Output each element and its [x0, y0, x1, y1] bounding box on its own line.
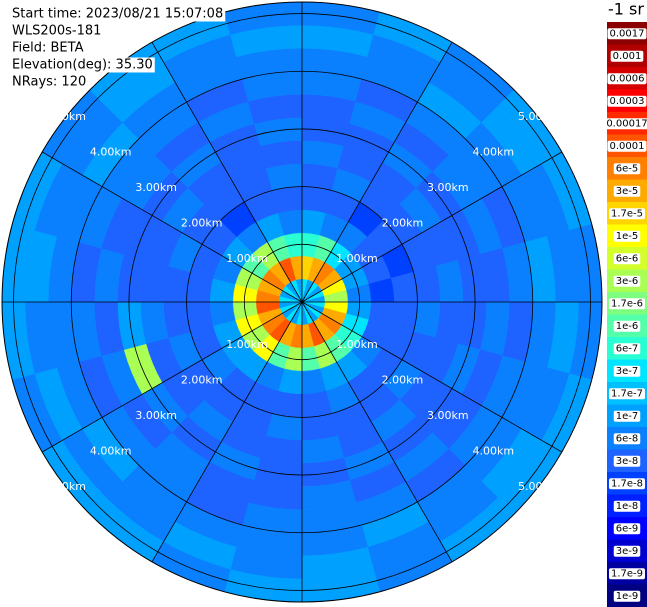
colorbar-label: 1.7e-5	[611, 208, 643, 219]
spoke	[301, 41, 453, 303]
colorbar-label-bg	[607, 95, 647, 107]
colorbar-label-bg	[608, 388, 646, 400]
colorbar-label: 1e-6	[616, 321, 639, 332]
header-text: Field: BETA	[12, 41, 84, 56]
range-ring	[128, 128, 476, 476]
colorbar-label: 3e-9	[616, 546, 639, 557]
range-label: 1.00km	[226, 252, 268, 265]
header-bg	[10, 6, 226, 22]
spoke	[151, 41, 303, 303]
colorbar-label-bg	[613, 365, 641, 377]
colorbar-label: 1.7e-9	[611, 568, 643, 579]
range-label: 5.00km	[518, 110, 560, 123]
range-label: 3.00km	[135, 409, 177, 422]
colorbar-label: 6e-5	[616, 163, 639, 174]
range-label: 5.00km	[44, 110, 86, 123]
spoke	[41, 301, 303, 453]
header-bg	[10, 57, 155, 73]
colorbar-label: 0.0017	[610, 28, 645, 39]
range-label: 3.00km	[427, 181, 469, 194]
range-ring	[186, 186, 418, 418]
colorbar-label-bg	[613, 185, 641, 197]
header-text: WLS200s-181	[12, 24, 101, 39]
range-ring	[13, 13, 591, 591]
colorbar-label-bg	[607, 140, 647, 152]
colorbar-label: 1.7e-7	[611, 388, 643, 399]
range-label: 3.00km	[135, 181, 177, 194]
range-label: 3.00km	[427, 409, 469, 422]
header-text: Start time: 2023/08/21 15:07:08	[12, 7, 223, 22]
range-label: 4.00km	[90, 444, 132, 457]
header-text: NRays: 120	[12, 75, 86, 90]
range-label: 2.00km	[181, 217, 223, 230]
range-label: 5.00km	[44, 480, 86, 493]
colorbar-label-bg	[604, 118, 647, 130]
range-label: 2.00km	[382, 217, 424, 230]
colorbar-label: 1.7e-6	[611, 298, 643, 309]
range-ring	[70, 70, 534, 534]
range-label: 1.00km	[336, 252, 378, 265]
colorbar-label: 6e-6	[616, 253, 639, 264]
outer-circle	[1, 1, 603, 603]
colorbar-label-bg	[613, 433, 641, 445]
colorbar-label: 3e-6	[616, 276, 639, 287]
spoke	[151, 301, 303, 563]
range-label: 1.00km	[336, 338, 378, 351]
colorbar-label-bg	[608, 298, 646, 310]
colorbar-label: 3e-7	[616, 366, 639, 377]
spoke	[301, 301, 453, 563]
colorbar-label-bg	[607, 28, 647, 40]
header-text: Elevation(deg): 35.30	[12, 58, 153, 73]
colorbar-label-bg	[607, 73, 647, 85]
range-label: 2.00km	[382, 373, 424, 386]
colorbar-label: 6e-7	[616, 343, 639, 354]
spoke	[301, 151, 563, 303]
colorbar-label: 1e-9	[616, 591, 639, 602]
colorbar-label-bg	[610, 50, 644, 62]
range-label: 4.00km	[473, 146, 515, 159]
spoke	[301, 301, 563, 453]
colorbar-label-bg	[613, 455, 641, 467]
colorbar-label: 0.0003	[610, 96, 645, 107]
header-bg	[10, 23, 104, 39]
colorbar-label: 0.0001	[610, 141, 645, 152]
colorbar-label-bg	[608, 478, 646, 490]
colorbar-label: 3e-5	[616, 186, 639, 197]
colorbar-label-bg	[608, 208, 646, 220]
colorbar-label-bg	[608, 568, 646, 580]
range-label: 5.00km	[518, 480, 560, 493]
colorbar-label: 0.001	[613, 51, 642, 62]
colorbar-label: 1e-5	[616, 231, 639, 242]
colorbar-label: 0.00017	[606, 118, 647, 129]
header-bg	[10, 40, 86, 56]
colorbar-label: 1.7e-8	[611, 478, 643, 489]
range-label: 2.00km	[181, 373, 223, 386]
colorbar-label: 1e-7	[616, 411, 639, 422]
colorbar-label: 0.0006	[610, 73, 645, 84]
colorbar-label-bg	[613, 163, 641, 175]
range-label: 4.00km	[90, 146, 132, 159]
colorbar-label: 6e-8	[616, 433, 639, 444]
colorbar-label: 6e-9	[616, 523, 639, 534]
colorbar-label-bg	[613, 275, 641, 287]
colorbar-label: 3e-8	[616, 456, 639, 467]
colorbar-label-bg	[613, 545, 641, 557]
colorbar-label-bg	[613, 253, 641, 265]
colorbar-label-bg	[613, 410, 641, 422]
colorbar-label-bg	[613, 343, 641, 355]
colorbar-label: 1e-8	[616, 501, 639, 512]
range-ring	[243, 243, 361, 361]
range-label: 4.00km	[473, 444, 515, 457]
colorbar-label-bg	[613, 500, 641, 512]
range-label: 1.00km	[226, 338, 268, 351]
colorbar-label-bg	[613, 590, 641, 602]
spoke	[41, 151, 303, 303]
colorbar-title: -1 sr	[608, 0, 644, 19]
header-bg	[10, 74, 89, 90]
colorbar-label-bg	[613, 523, 641, 535]
colorbar-label-bg	[613, 320, 641, 332]
colorbar-label-bg	[613, 230, 641, 242]
